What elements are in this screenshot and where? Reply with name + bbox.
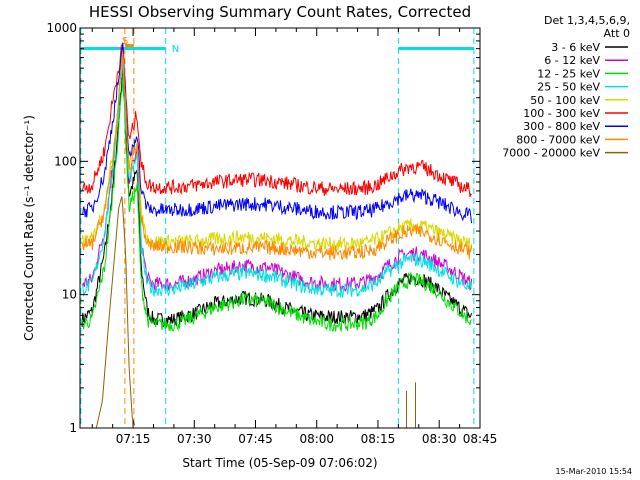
legend-label: 7000 - 20000 keV — [502, 147, 600, 160]
x-tick-label: 07:15 — [116, 432, 151, 446]
x-axis-label: Start Time (05-Sep-09 07:06:02) — [182, 456, 377, 470]
y-tick-label: 1 — [69, 421, 77, 435]
series-layer — [81, 42, 473, 429]
series-line — [95, 196, 136, 429]
legend-label: 800 - 7000 keV — [516, 133, 600, 146]
y-tick-label: 100 — [54, 154, 77, 168]
night-bar — [398, 47, 474, 50]
night-label: N — [172, 44, 179, 55]
legend-label: 300 - 800 keV — [523, 120, 600, 133]
legend-label: 12 - 25 keV — [537, 67, 600, 80]
y-tick-label: 10 — [62, 288, 77, 302]
series-line — [82, 53, 473, 298]
legend-label: 50 - 100 keV — [530, 94, 600, 107]
plot-frame — [79, 27, 481, 429]
saa-bar — [124, 44, 134, 47]
legend-header-line-1: Det 1,3,4,5,6,9, — [544, 14, 630, 27]
x-tick-label: 07:30 — [177, 432, 212, 446]
y-tick-label: 1000 — [46, 21, 77, 35]
legend-label: 25 - 50 keV — [537, 81, 600, 94]
legend-label: 3 - 6 keV — [551, 41, 600, 54]
saa-label: S — [122, 36, 128, 47]
y-axis-label: Corrected Count Rate (s⁻¹ detector⁻¹) — [22, 115, 36, 341]
footer-date: 15-Mar-2010 15:54 — [556, 467, 633, 476]
series-line — [81, 75, 472, 332]
x-tick-label: 08:00 — [299, 432, 334, 446]
series-line — [81, 68, 473, 329]
series-line — [81, 43, 473, 224]
x-tick-label: 08:15 — [361, 432, 396, 446]
x-tick-label: 08:45 — [463, 432, 498, 446]
legend-header-line-2: Att 0 — [604, 27, 630, 40]
legend-label: 6 - 12 keV — [544, 54, 600, 67]
y-axis-ticks: 1 10 100 1000 — [46, 21, 480, 435]
chart-title: HESSI Observing Summary Count Rates, Cor… — [89, 3, 471, 21]
x-tick-label: 07:45 — [238, 432, 273, 446]
x-tick-label: 08:30 — [422, 432, 457, 446]
legend-label: 100 - 300 keV — [523, 107, 600, 120]
series-line — [81, 50, 473, 253]
x-axis-ticks: 07:15 07:30 07:45 08:00 08:15 08:30 08:45 — [91, 28, 498, 446]
series-line — [81, 42, 472, 198]
series-line — [81, 52, 473, 261]
